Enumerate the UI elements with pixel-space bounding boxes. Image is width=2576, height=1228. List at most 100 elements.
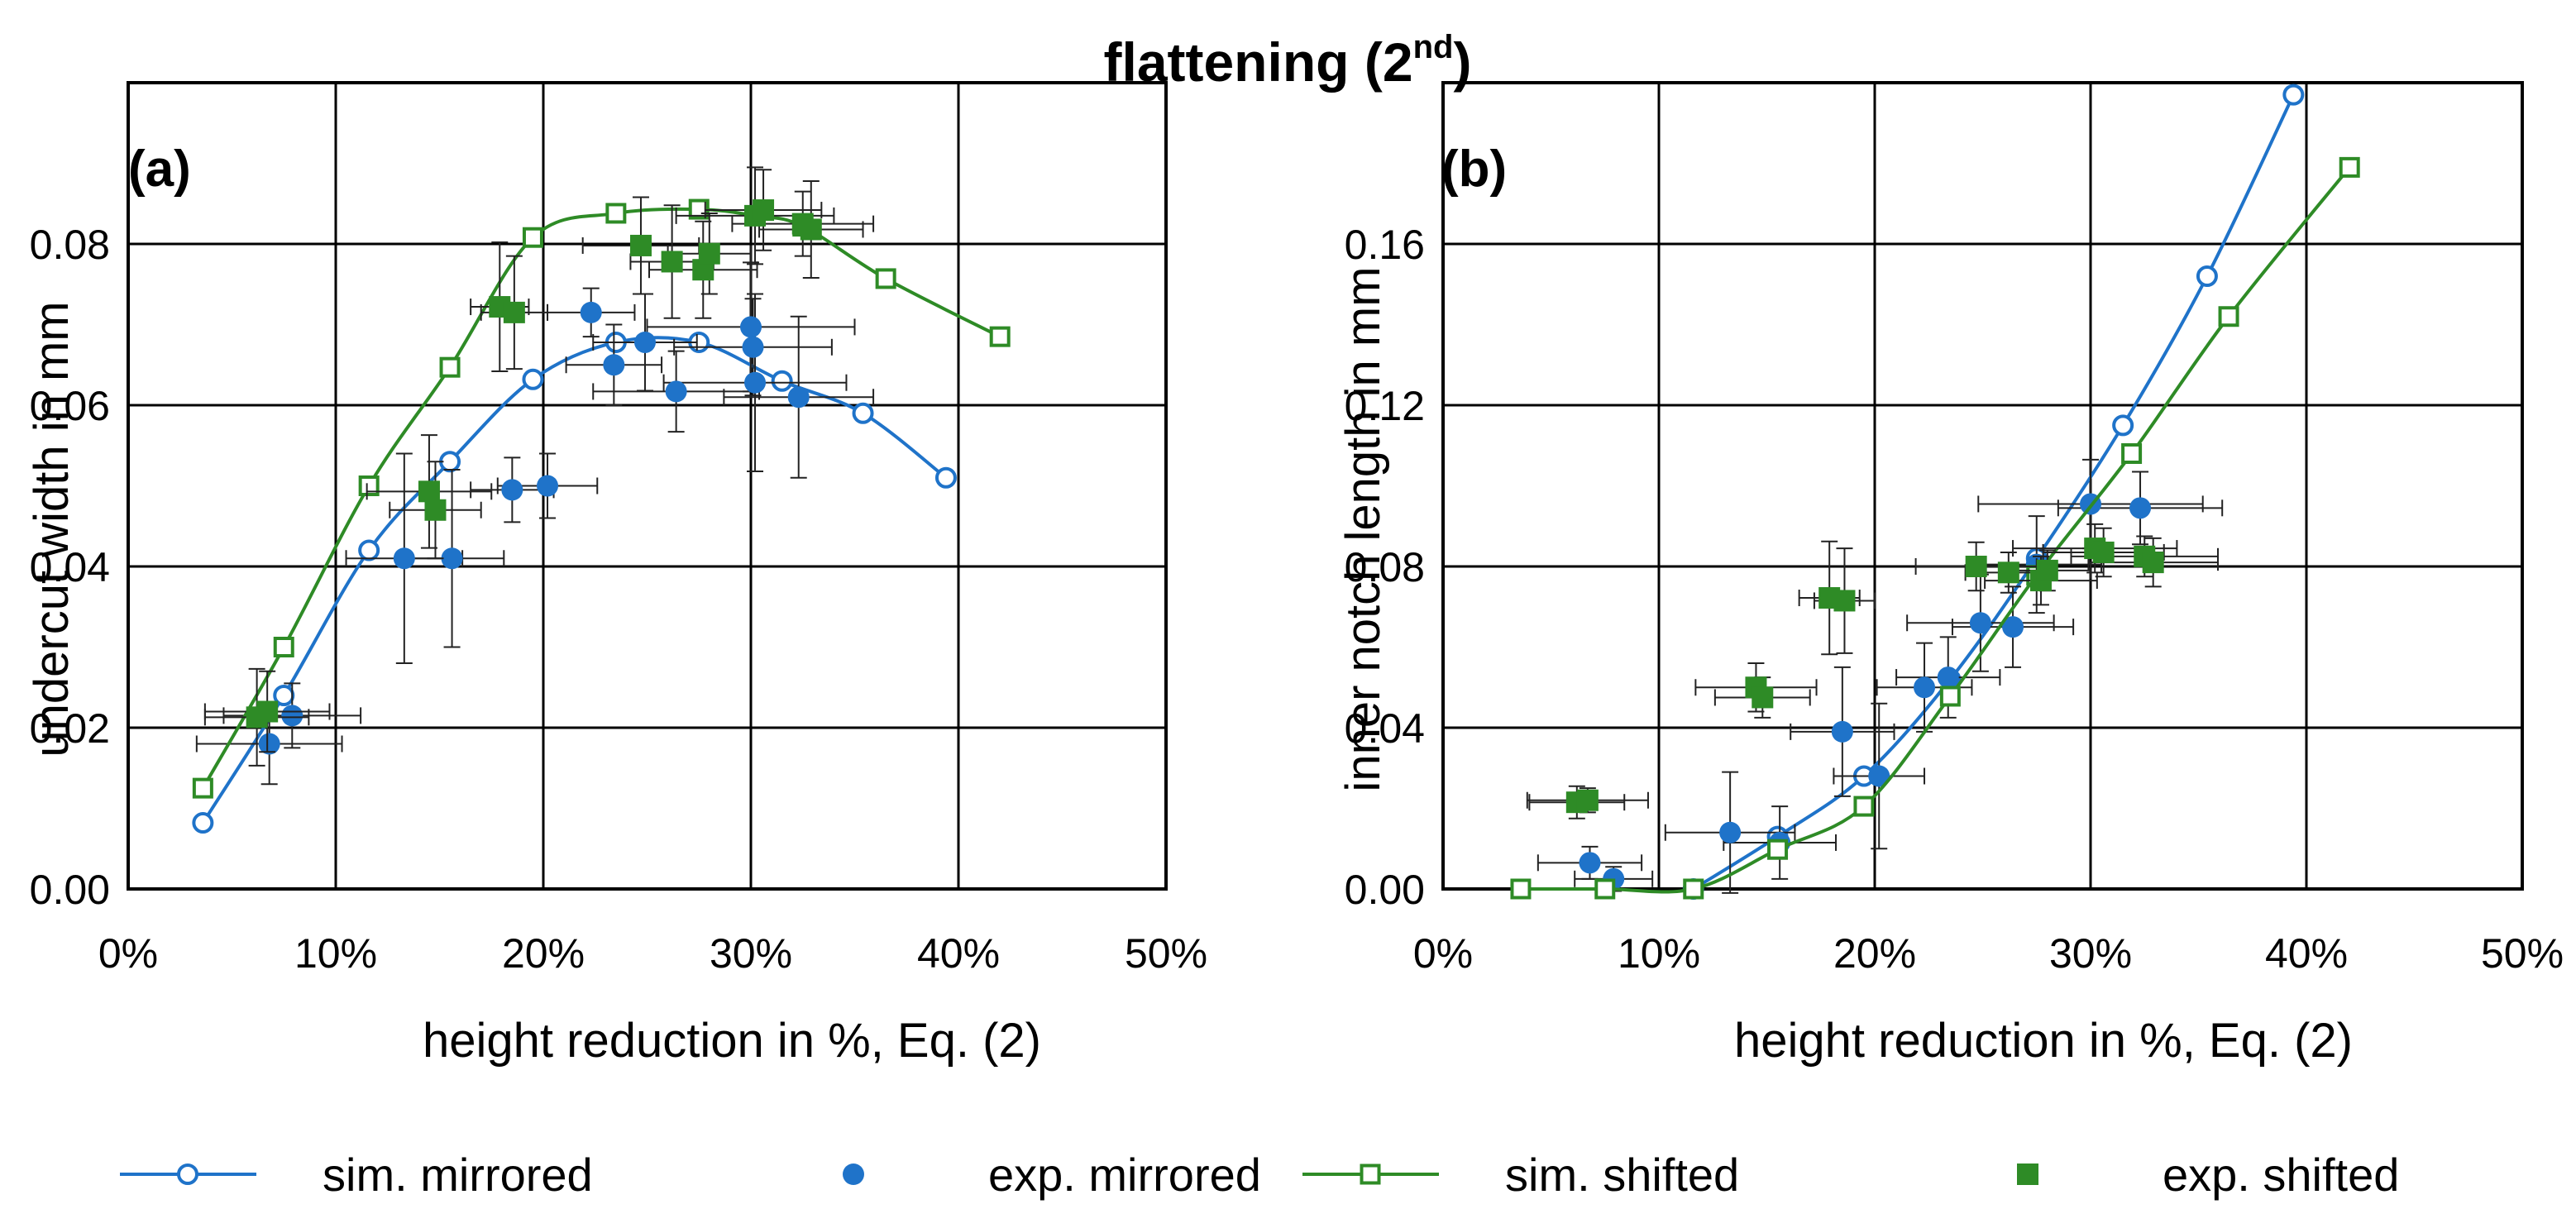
panel-a-series-line [201, 336, 948, 824]
panel-a-series-exp-shifted [203, 166, 875, 767]
panel-b-data-point [2339, 156, 2360, 178]
legend-marker [2017, 1163, 2038, 1185]
panel-b-label: (b) [1441, 141, 1507, 198]
panel-a-data-point [273, 637, 294, 657]
panel-a-data-point [989, 326, 1011, 347]
panel-b-data-point [1833, 590, 1856, 612]
panel-b-data-point [1937, 667, 1959, 689]
panel-b-data-point [1594, 878, 1616, 900]
panel-a-data-point [633, 331, 656, 353]
panel-b-x-axis-title: height reduction in %, Eq. (2) [1734, 1014, 2353, 1068]
panel-b-x-tick-label: 0% [1413, 930, 1473, 977]
panel-a-y-tick-label: 0.06 [30, 383, 110, 429]
panel-a-data-point [742, 336, 764, 358]
panel-b-data-point [2196, 265, 2218, 287]
legend-item-exp-shifted: exp. shifted [2017, 1149, 2399, 1201]
panel-a-data-point [665, 380, 687, 403]
legend-item-exp-mirrored: exp. mirrored [843, 1149, 1261, 1201]
panel-b-series-sim-mirrored [1682, 84, 2305, 900]
panel-b-data-point [1997, 561, 2019, 584]
panel-a-x-tick-label: 30% [710, 930, 792, 977]
panel-b-data-point [1683, 878, 1704, 900]
panel-b-data-point [1868, 765, 1890, 787]
panel-a-x-tick-label: 20% [502, 930, 585, 977]
panel-a-data-point [787, 386, 810, 409]
panel-a-data-point [740, 316, 762, 338]
panel-a-label: (a) [128, 141, 191, 198]
panel-a-y-tick-label: 0.08 [30, 222, 110, 268]
panel-b-series-sim-shifted [1510, 156, 2360, 900]
panel-a-x-tick-label: 50% [1125, 930, 1207, 977]
panel-a-x-axis-title: height reduction in %, Eq. (2) [423, 1014, 1041, 1068]
panel-b-x-tick-label: 10% [1618, 930, 1700, 977]
legend-item-sim-mirrored: sim. mirrored [120, 1149, 593, 1201]
figure-title-superscript: nd [1413, 29, 1454, 65]
panel-b-data-point [2142, 552, 2164, 574]
legend-label: sim. mirrored [323, 1149, 593, 1201]
legend-marker [1360, 1163, 1381, 1185]
panel-b-x-tick-label: 40% [2265, 930, 2348, 977]
panel-a-x-tick-label: 10% [294, 930, 377, 977]
legend-marker [843, 1163, 864, 1185]
panel-b-y-tick-label: 0.12 [1345, 383, 1425, 429]
panel-a-data-point [580, 301, 602, 323]
panel-a-data-point [522, 368, 544, 390]
panel-a-x-tick-label: 40% [917, 930, 1000, 977]
panel-a-data-point [753, 199, 775, 222]
panel-a-data-point [537, 475, 559, 497]
panel-a-data-point [424, 499, 447, 521]
panel-b-data-point [1579, 852, 1601, 874]
panel-a-series-line [201, 207, 1001, 790]
panel-b-data-point [1767, 839, 1789, 860]
panel-a-ticks: 0% 10% 20% 30% 40% 50% 0.00 0.02 0.04 0.06 0.08 [30, 222, 1207, 977]
panel-b-data-point [2092, 541, 2115, 563]
panel-a-data-point [934, 466, 957, 489]
panel-a-data-point [256, 700, 279, 723]
panel-b-data-point [1831, 720, 1853, 743]
panel-b-data-point [2036, 559, 2058, 581]
panel-a-data-point [358, 539, 380, 561]
panel-a-data-point [281, 705, 303, 727]
legend: sim. mirrored exp. mirrored sim. shifted ex… [120, 1149, 2399, 1201]
panel-a-x-tick-label: 0% [98, 930, 158, 977]
panel-b-data-point [2121, 443, 2143, 464]
panel-a-data-point [522, 227, 543, 248]
panel-b-x-tick-label: 20% [1833, 930, 1916, 977]
panel-b-data-point [2112, 414, 2134, 437]
panel-a-data-point [393, 547, 415, 570]
panel-a-data-point [605, 203, 627, 224]
panel-b-x-tick-label: 30% [2049, 930, 2132, 977]
panel-a-data-point [603, 354, 625, 376]
panel-b-series-exp-shifted [1526, 523, 2219, 819]
panel-b-y-tick-label: 0.08 [1345, 544, 1425, 590]
panel-b-data-point [2002, 616, 2024, 638]
panel-a-y-axis-title: undercut width in mm [25, 301, 79, 757]
panel-a-data-point [800, 218, 822, 241]
panel-a-data-point [192, 777, 213, 799]
panel-a-series [192, 166, 1011, 834]
panel-b-y-axis-title: inner notch length in mm [1336, 266, 1390, 791]
panel-a-data-point [852, 402, 874, 424]
panel-b-y-tick-label: 0.04 [1345, 705, 1425, 752]
legend-label: sim. shifted [1505, 1149, 1739, 1201]
panel-a-data-point [698, 242, 720, 265]
panel-b-data-point [2218, 306, 2239, 327]
panel-a-data-point [875, 268, 896, 289]
figure-title-number: 2 [1383, 31, 1413, 93]
panel-a-y-tick-label: 0.04 [30, 544, 110, 590]
panel-a-series-exp-mirrored [195, 261, 875, 786]
panel-b-data-point [1752, 686, 1774, 709]
panel-a-data-point [441, 547, 463, 570]
panel-a-data-point [661, 251, 683, 273]
panel-b-data-point [1853, 796, 1875, 817]
panel-a-plot-frame [127, 81, 1168, 891]
panel-a-series-sim-shifted [192, 198, 1011, 799]
panel-a-data-point [192, 812, 214, 834]
panel-b-data-point [1510, 878, 1532, 900]
panel-b-data-point [1719, 821, 1742, 843]
panel-a-data-point [258, 733, 280, 755]
panel-a-data-point [439, 356, 461, 378]
panel-b-data-point [1939, 686, 1961, 707]
panel-b-y-tick-label: 0.16 [1345, 222, 1425, 268]
panel-a-data-point [771, 370, 793, 392]
